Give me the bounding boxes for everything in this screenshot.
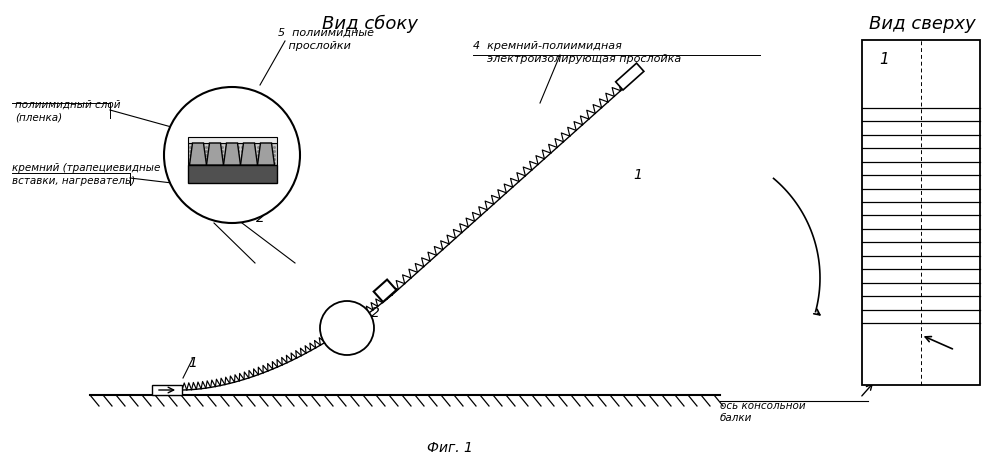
Circle shape <box>164 87 300 223</box>
Text: 5  полиимидные: 5 полиимидные <box>278 28 374 38</box>
Bar <box>862 40 980 385</box>
Text: Вид сбоку: Вид сбоку <box>322 15 418 33</box>
Text: ось консольной: ось консольной <box>720 401 805 411</box>
Circle shape <box>320 301 374 355</box>
Text: 1: 1 <box>879 52 889 67</box>
Text: вставки, нагреватель): вставки, нагреватель) <box>12 176 135 186</box>
Text: полиимидный слой: полиимидный слой <box>15 100 121 110</box>
Text: 1: 1 <box>189 356 198 370</box>
Text: Вид сверху: Вид сверху <box>869 15 975 33</box>
Polygon shape <box>258 143 275 165</box>
Text: 4  кремний-полиимидная: 4 кремний-полиимидная <box>473 41 621 51</box>
Polygon shape <box>241 143 258 165</box>
Text: 1: 1 <box>633 168 642 182</box>
Text: 2: 2 <box>256 211 265 225</box>
Text: электроизолирующая прослойка: электроизолирующая прослойка <box>473 54 681 64</box>
Bar <box>188 137 277 143</box>
Text: Фиг. 1: Фиг. 1 <box>427 441 473 455</box>
Bar <box>188 165 277 183</box>
Polygon shape <box>207 143 224 165</box>
Polygon shape <box>224 143 241 165</box>
Bar <box>188 143 277 165</box>
Polygon shape <box>190 143 207 165</box>
Bar <box>374 280 397 302</box>
Text: кремний (трапециевидные: кремний (трапециевидные <box>12 163 161 173</box>
Bar <box>152 385 182 395</box>
Text: балки: балки <box>720 413 752 423</box>
Text: (пленка): (пленка) <box>15 113 62 123</box>
Bar <box>615 63 644 90</box>
Text: прослойки: прослойки <box>278 41 351 51</box>
Text: 2: 2 <box>371 306 380 320</box>
